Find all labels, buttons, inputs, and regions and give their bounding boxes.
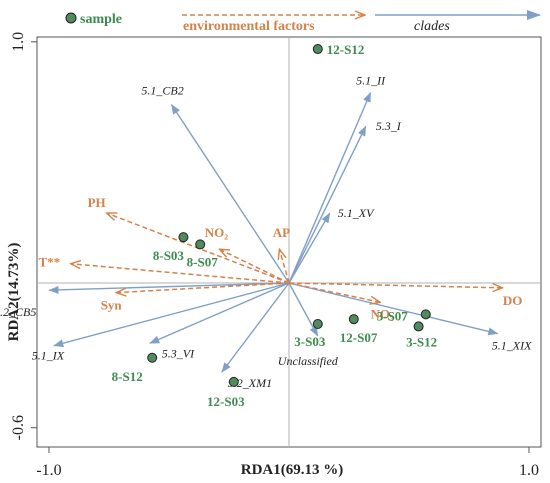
sample-point-12-s03 bbox=[228, 376, 239, 387]
sample-point-3-s07 bbox=[420, 309, 431, 320]
clade-label-5-1-xv: 5.1_XV bbox=[338, 206, 375, 220]
env-label-no: NO₃ bbox=[370, 306, 394, 321]
env-arrow-ap bbox=[279, 249, 290, 284]
y-tick-label: -0.6 bbox=[10, 415, 27, 440]
clade-arrows: 5.1_CB2 5.1_II 5.3_I 5.1_XV 5.2_CB5 5.1_IX 5.3… bbox=[0, 73, 532, 390]
legend-sample-marker bbox=[65, 12, 77, 24]
clade-arrow-5-2-cb5 bbox=[48, 282, 290, 294]
env-arrow-t bbox=[71, 264, 290, 284]
clade-label-5-1-ii: 5.1_II bbox=[356, 73, 386, 87]
sample-point-3-s12 bbox=[413, 321, 424, 332]
sample-points: 12-S12 8-S03 8-S07 3-S03 12-S07 3-S07 3-S12 8-S… bbox=[112, 42, 437, 409]
env-label-t: T** bbox=[39, 255, 61, 270]
clade-label-5-1-xix: 5.1_XIX bbox=[492, 339, 532, 353]
env-arrow-syn bbox=[116, 282, 290, 293]
clade-label-5-2-cb5: 5.2_CB5 bbox=[0, 305, 36, 319]
clade-label-5-1-ix: 5.1_IX bbox=[32, 349, 65, 363]
sample-label-8-s07: 8-S07 bbox=[187, 254, 219, 269]
clade-label-5-3-i: 5.3_I bbox=[376, 119, 402, 133]
sample-label-8-s12: 8-S12 bbox=[112, 369, 143, 384]
legend-sample-label: sample bbox=[80, 12, 122, 27]
sample-label-3-s07: 3-S07 bbox=[377, 308, 409, 323]
env-label-do: DO bbox=[503, 293, 523, 308]
clade-label-5-2-xm1: 5.2_XM1 bbox=[228, 376, 272, 390]
clade-arrow-5-3-i bbox=[288, 125, 367, 284]
clade-label-5-1-cb2: 5.1_CB2 bbox=[141, 84, 183, 98]
env-label-ap: AP bbox=[273, 225, 290, 240]
sample-label-3-s03: 3-S03 bbox=[294, 334, 326, 349]
env-arrow-do bbox=[288, 282, 503, 288]
y-axis-title: RDA2(14.73%) bbox=[6, 243, 22, 342]
clade-arrow-5-1-ix bbox=[53, 282, 290, 348]
clade-arrow-5-2-xm1 bbox=[221, 282, 290, 373]
sample-label-12-s07: 12-S07 bbox=[340, 330, 378, 345]
sample-point-8-s03 bbox=[178, 232, 189, 243]
clade-arrow-5-1-xv bbox=[288, 212, 331, 284]
clade-arrow-5-1-ii bbox=[288, 92, 372, 284]
sample-label-8-s03: 8-S03 bbox=[153, 248, 185, 263]
env-label-syn: Syn bbox=[101, 298, 123, 313]
legend-env-label: environmental factors bbox=[183, 19, 315, 34]
sample-point-3-s03 bbox=[312, 319, 323, 329]
env-arrow-no bbox=[219, 249, 290, 284]
x-tick-label: -1.0 bbox=[36, 462, 61, 479]
sample-point-12-s07 bbox=[348, 314, 359, 325]
sample-label-12-s12: 12-S12 bbox=[327, 42, 365, 57]
clade-arrow-5-3-vi bbox=[149, 282, 290, 344]
legend-clade-label: clades bbox=[414, 19, 450, 34]
sample-point-8-s12 bbox=[147, 352, 158, 363]
sample-point-8-s07 bbox=[195, 239, 206, 250]
x-axis-title: RDA1(69.13 %) bbox=[241, 462, 344, 478]
sample-label-12-s03: 12-S03 bbox=[207, 394, 245, 409]
clade-arrow-5-1-xix bbox=[288, 282, 499, 336]
clade-arrow-5-1-cb2 bbox=[170, 104, 290, 284]
x-tick-label: 1.0 bbox=[519, 462, 539, 479]
sample-label-3-s12: 3-S12 bbox=[406, 334, 437, 349]
sample-point-12-s12 bbox=[312, 44, 323, 55]
legend: sample environmental factors clades bbox=[65, 10, 541, 34]
environmental-factor-arrows: PH NO₂ AP T** Syn NO₃ DO bbox=[39, 195, 523, 321]
axis-ticks: -1.0 1.0 1.0 -0.6 bbox=[10, 32, 539, 479]
clade-label-unclassified: Unclassified bbox=[278, 354, 339, 368]
clade-arrow-unclassified bbox=[288, 282, 319, 337]
env-label-no: NO₂ bbox=[205, 225, 229, 240]
clade-label-5-3-vi: 5.3_VI bbox=[162, 346, 195, 360]
env-label-ph: PH bbox=[88, 195, 106, 210]
y-tick-label: 1.0 bbox=[10, 32, 27, 52]
